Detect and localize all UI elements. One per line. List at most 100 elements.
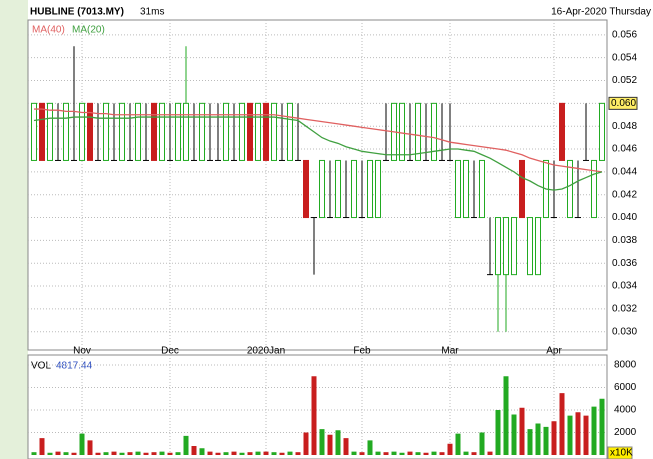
y-tick-label: 8000 (614, 360, 637, 371)
y-tick-label: 2000 (614, 427, 637, 438)
candle-body (287, 102, 293, 161)
x-tick-label: Dec (161, 346, 179, 357)
legend-entry: MA(20) (72, 25, 105, 36)
candle-body (271, 102, 277, 161)
volume-bar (279, 452, 285, 455)
candle-body (47, 102, 53, 161)
y-tick-label: 0.030 (612, 326, 637, 337)
volume-bar (551, 421, 557, 455)
x-tick-label: Feb (353, 346, 371, 357)
volume-bar (495, 410, 501, 455)
date-label: 16-Apr-2020 Thursday (551, 7, 651, 18)
volume-bar (271, 452, 277, 455)
volume-bar (455, 433, 461, 455)
candle-body (431, 102, 437, 161)
volume-bar (423, 452, 429, 455)
y-tick-label: 4000 (614, 405, 637, 416)
candle-body (63, 102, 69, 161)
volume-bar (287, 451, 293, 455)
y-tick-label: 0.048 (612, 121, 637, 132)
y-tick-label: 0.034 (612, 281, 637, 292)
x-tick-label: 2020Jan (247, 346, 285, 357)
subtitle: 31ms (140, 7, 164, 18)
volume-bar (111, 451, 117, 455)
volume-bar (327, 434, 333, 455)
volume-bar (535, 423, 541, 455)
candle-body (103, 102, 109, 161)
volume-bar (143, 452, 149, 455)
volume-bar (199, 448, 205, 455)
candle-body (255, 102, 261, 161)
y-tick-label: 0.038 (612, 235, 637, 246)
candle-body (415, 102, 421, 161)
unit-box (607, 446, 633, 459)
volume-bar (103, 452, 109, 455)
y-tick-label: 0.044 (612, 167, 637, 178)
volume-bar (391, 451, 397, 455)
volume-bar (407, 451, 413, 455)
candle-body (223, 102, 229, 161)
volume-bar (511, 414, 517, 455)
volume-bar (263, 451, 269, 455)
candle-body (463, 159, 469, 219)
volume-bar (383, 452, 389, 455)
volume-title: VOL (31, 361, 51, 372)
volume-bar (127, 452, 133, 455)
volume-bar (167, 452, 173, 455)
y-tick-label: 6000 (614, 382, 637, 393)
volume-bar (415, 452, 421, 455)
volume-bar (543, 426, 549, 455)
volume-bar (399, 452, 405, 455)
candle-body (87, 102, 93, 161)
candle-body (39, 102, 45, 161)
volume-bar (39, 438, 45, 455)
volume-bar (207, 451, 213, 455)
volume-bar (95, 452, 101, 455)
volume-bar (335, 430, 341, 455)
candle-body (319, 159, 325, 219)
candle-body (175, 102, 181, 161)
candle-body (567, 159, 573, 219)
volume-bar (71, 452, 77, 455)
candle-body (183, 102, 189, 161)
candle-body (367, 159, 373, 219)
y-tick-label: 0.032 (612, 304, 637, 315)
candle-body (135, 102, 141, 161)
candle-body (79, 102, 85, 161)
candle-body (535, 217, 541, 276)
last-price-label: 0.060 (611, 98, 636, 109)
volume-bar (463, 451, 469, 455)
volume-bar (175, 452, 181, 455)
volume-bar (151, 452, 157, 455)
volume-bar (375, 451, 381, 455)
volume-bar (591, 406, 597, 455)
candle-body (239, 102, 245, 161)
candle-body (247, 102, 253, 161)
y-tick-label: 0.054 (612, 52, 637, 63)
candle-body (119, 102, 125, 161)
y-tick-label: 0.042 (612, 189, 637, 200)
volume-bar (183, 435, 189, 455)
candle-body (159, 102, 165, 161)
volume-bar (303, 432, 309, 455)
legend-entry: MA(40) (32, 25, 65, 36)
candle-body (375, 159, 381, 219)
volume-bar (63, 452, 69, 455)
y-tick-label: 0.040 (612, 212, 637, 223)
volume-bar (359, 452, 365, 455)
volume-bar (31, 452, 37, 455)
y-tick-label: 0.052 (612, 75, 637, 86)
volume-bar (135, 451, 141, 455)
x-tick-label: Apr (546, 346, 562, 357)
x-tick-label: Nov (73, 346, 91, 357)
ma-line (33, 116, 603, 191)
volume-bar (431, 451, 437, 455)
volume-bar (343, 438, 349, 455)
last-price-box (608, 96, 638, 110)
candle-body (479, 159, 485, 219)
volume-bar (295, 452, 301, 455)
candle-body (263, 102, 269, 161)
volume-bar (367, 440, 373, 455)
volume-bar (231, 451, 237, 455)
volume-bar (159, 451, 165, 455)
